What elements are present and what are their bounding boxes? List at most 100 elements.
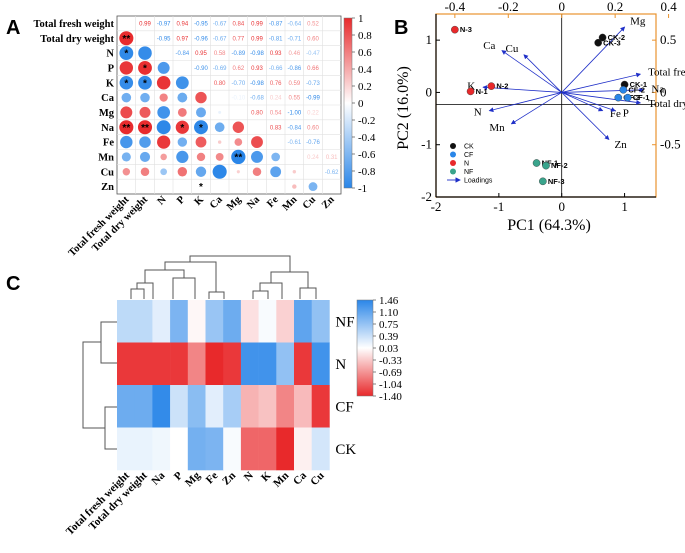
heatmap-cell [276, 342, 295, 386]
heatmap-column-label: Na [149, 469, 167, 487]
sample-point [619, 86, 628, 94]
heatmap-cell [205, 342, 224, 386]
legend-label: Loadings [464, 178, 493, 185]
correlation-value-label: -0.95 [194, 21, 208, 27]
heatmap-cell [240, 300, 259, 343]
heatmap-cell [294, 427, 312, 471]
matrix-row-label: N [106, 49, 114, 60]
correlation-value-label: 0.95 [195, 51, 207, 57]
correlation-value-label: 0.00 [326, 51, 338, 57]
right-axis-tick-label: 0 [660, 84, 667, 99]
sample-point-label: NF-1 [542, 159, 559, 168]
correlation-value-label: -0.69 [213, 66, 227, 72]
y-axis-tick-label: -2 [421, 189, 432, 204]
correlation-circle [139, 151, 151, 162]
heatmap-cell [311, 427, 330, 471]
heatmap-cell [276, 300, 295, 343]
correlation-value-label: 0.00 [326, 21, 338, 27]
colorbar-tick-label: 1.10 [379, 307, 399, 319]
correlation-circle [270, 166, 282, 178]
correlation-circle [119, 75, 134, 90]
colorbar-tick-label: 1 [358, 13, 364, 25]
sample-point-label: CK-2 [608, 33, 626, 42]
correlation-value-label: -0.67 [213, 21, 227, 27]
correlation-value-label: 0.62 [232, 66, 244, 72]
top-axis-tick-label: -0.2 [498, 0, 519, 14]
correlation-value-label: 0.94 [176, 21, 188, 27]
significance-star: * [143, 63, 147, 74]
heatmap-cell [223, 300, 242, 343]
correlation-circle [156, 120, 171, 135]
sample-point-label: NF-3 [548, 177, 565, 186]
sample-point-label: N-1 [476, 87, 488, 96]
matrix-column-label: K [193, 194, 207, 208]
correlation-circle [120, 135, 133, 149]
correlation-circle [195, 91, 207, 104]
correlation-value-label: 0.84 [232, 21, 244, 27]
correlation-value-label: 0.80 [214, 81, 226, 87]
correlation-circle [251, 136, 263, 148]
heatmap-row-label: CK [335, 442, 356, 458]
correlation-value-label: 0.00 [326, 36, 338, 42]
correlation-circle [255, 185, 259, 189]
correlation-circle [232, 121, 245, 133]
sample-point [598, 33, 607, 42]
correlation-circle [160, 153, 167, 161]
sample-point [542, 161, 550, 170]
correlation-value-label: -0.98 [250, 81, 264, 87]
correlation-circle [212, 164, 227, 179]
sample-point [532, 159, 541, 167]
correlation-value-label: 0.76 [270, 81, 282, 87]
correlation-circle [138, 46, 152, 60]
correlation-circle [231, 149, 246, 165]
sample-point [451, 25, 459, 34]
correlation-circle [308, 182, 318, 191]
correlation-circle [120, 106, 133, 119]
heatmap-cell [152, 342, 171, 386]
matrix-column-label: Mg [225, 194, 244, 213]
correlation-value-label: -0.86 [287, 66, 301, 72]
heatmap-cell [134, 385, 153, 428]
correlation-value-label: 0.83 [270, 125, 282, 131]
correlation-circle [177, 167, 188, 177]
pca-biplot-chart: -2 -1 0 1 1 0 -1 -2 -0.4 -0.2 0 0.2 0.4 0.5 0 -0.5 Mg To… [395, 0, 685, 234]
loading-arrow [561, 92, 610, 141]
colorbar-tick-label: -1.04 [379, 379, 402, 391]
top-axis-tick-label: 0.2 [607, 0, 623, 14]
colorbar-tick-label: -0.4 [358, 132, 376, 144]
correlation-circle [234, 138, 243, 146]
correlation-circle [121, 92, 132, 103]
matrix-row-label: K [106, 78, 115, 89]
correlation-value-label: 0.99 [251, 21, 263, 27]
loading-label: Mn [489, 122, 505, 134]
legend-label: CF [464, 152, 473, 159]
colorbar-tick-label: 1.46 [379, 295, 399, 307]
heatmap-cell [258, 385, 277, 428]
heatmap-row-label: CF [335, 399, 353, 415]
matrix-row-label: Total fresh weight [33, 19, 114, 30]
correlation-value-label: 0.46 [288, 51, 300, 57]
correlation-value-label: 0.54 [270, 110, 282, 116]
pca-y-axis-title: PC2 (16.0%) [395, 66, 412, 150]
loading-arrow [561, 92, 616, 112]
heatmap-cell [276, 427, 295, 471]
colorbar-tick-label: -1 [358, 183, 367, 195]
correlation-value-label: -0.66 [269, 66, 283, 72]
heatmap-cell [311, 385, 330, 428]
loading-label: Zn [615, 139, 628, 151]
correlation-circle [139, 106, 151, 118]
correlation-circle [292, 170, 297, 174]
sample-point-label: CK-1 [630, 80, 648, 89]
correlation-value-label: 0.97 [176, 36, 188, 42]
correlation-value-label: 0.60 [307, 125, 319, 131]
top-axis-tick-label: -0.4 [445, 0, 466, 14]
matrix-column-label: N [156, 194, 169, 207]
heatmap-cell [205, 427, 224, 471]
significance-star: ** [122, 34, 130, 45]
correlation-circle [251, 150, 263, 163]
legend-marker [450, 143, 456, 149]
sample-point [466, 87, 475, 96]
legend-marker [450, 168, 456, 175]
significance-star: ** [234, 152, 242, 163]
matrix-row-label: Na [101, 123, 115, 134]
